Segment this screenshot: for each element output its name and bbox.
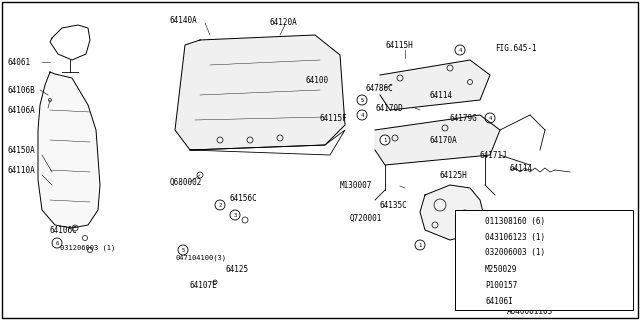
Text: 4: 4 [458, 47, 461, 52]
Circle shape [455, 45, 465, 55]
Text: 64179G: 64179G [450, 114, 477, 123]
Text: 011308160 (6): 011308160 (6) [485, 217, 545, 226]
Text: 64106B: 64106B [8, 85, 36, 94]
Text: P100157: P100157 [485, 281, 517, 290]
Text: 64140A: 64140A [170, 15, 198, 25]
Circle shape [357, 110, 367, 120]
Circle shape [485, 113, 495, 123]
Text: 5: 5 [461, 282, 465, 286]
Circle shape [52, 238, 62, 248]
Text: M130007: M130007 [340, 180, 372, 189]
Circle shape [357, 95, 367, 105]
Text: 64100: 64100 [305, 76, 328, 84]
Text: 64125: 64125 [225, 266, 248, 275]
Text: 64110A: 64110A [8, 165, 36, 174]
Text: M250029: M250029 [485, 265, 517, 274]
Text: 64156C: 64156C [230, 194, 258, 203]
Circle shape [458, 263, 468, 273]
Text: 64170D: 64170D [375, 103, 403, 113]
Text: 64171J: 64171J [480, 150, 508, 159]
Circle shape [458, 247, 468, 257]
Text: 5: 5 [181, 247, 184, 252]
Circle shape [230, 210, 240, 220]
Text: W: W [476, 250, 479, 254]
Text: 1: 1 [383, 138, 387, 142]
Text: 64061: 64061 [8, 58, 31, 67]
Text: 64114: 64114 [430, 91, 453, 100]
Text: 64150A: 64150A [8, 146, 36, 155]
Circle shape [415, 240, 425, 250]
Text: 64135C: 64135C [380, 201, 408, 210]
Text: 032006003 (1): 032006003 (1) [485, 249, 545, 258]
Circle shape [458, 279, 468, 289]
Circle shape [215, 200, 225, 210]
Polygon shape [175, 35, 345, 150]
Text: 64106C: 64106C [50, 226, 77, 235]
Text: 5: 5 [360, 98, 364, 102]
Text: 64115H: 64115H [385, 41, 413, 50]
Text: S: S [476, 234, 479, 238]
Text: 64114: 64114 [510, 164, 533, 172]
Text: 3: 3 [234, 212, 237, 218]
Text: 64106I: 64106I [485, 297, 513, 306]
Text: 6: 6 [56, 241, 59, 245]
Text: 1: 1 [419, 243, 422, 247]
Text: 6: 6 [461, 298, 465, 302]
Text: 043106123 (1): 043106123 (1) [485, 233, 545, 242]
Circle shape [458, 295, 468, 305]
Text: 1: 1 [461, 218, 465, 222]
Text: 031206003 (1): 031206003 (1) [60, 245, 115, 251]
Text: 64107E: 64107E [190, 281, 218, 290]
Text: 64125H: 64125H [440, 171, 468, 180]
Text: 2: 2 [461, 234, 465, 238]
Circle shape [472, 231, 482, 241]
Text: 4: 4 [360, 113, 364, 117]
Circle shape [380, 135, 390, 145]
Text: Q720001: Q720001 [350, 213, 382, 222]
Circle shape [472, 247, 482, 257]
Text: 64106A: 64106A [8, 106, 36, 115]
Text: 2: 2 [218, 203, 221, 207]
Text: 047104100(3): 047104100(3) [175, 255, 226, 261]
Text: A640001103: A640001103 [507, 308, 553, 316]
Text: 64171F: 64171F [460, 244, 488, 252]
Bar [455, 210, 633, 310]
Circle shape [458, 215, 468, 225]
Polygon shape [420, 185, 485, 240]
Circle shape [472, 215, 482, 225]
Text: B: B [476, 218, 479, 222]
Polygon shape [38, 72, 100, 228]
Polygon shape [380, 60, 490, 110]
Text: 64120A: 64120A [270, 18, 298, 27]
Text: 64115F: 64115F [320, 114, 348, 123]
Text: Q680002: Q680002 [170, 178, 202, 187]
Circle shape [458, 231, 468, 241]
Text: 3: 3 [461, 250, 465, 254]
Polygon shape [375, 115, 500, 165]
Text: 64786C: 64786C [365, 84, 393, 92]
Text: 4: 4 [488, 116, 492, 121]
Text: FIG.645-1: FIG.645-1 [495, 44, 536, 52]
Text: 4: 4 [461, 266, 465, 270]
Text: 64170A: 64170A [430, 135, 458, 145]
Circle shape [178, 245, 188, 255]
